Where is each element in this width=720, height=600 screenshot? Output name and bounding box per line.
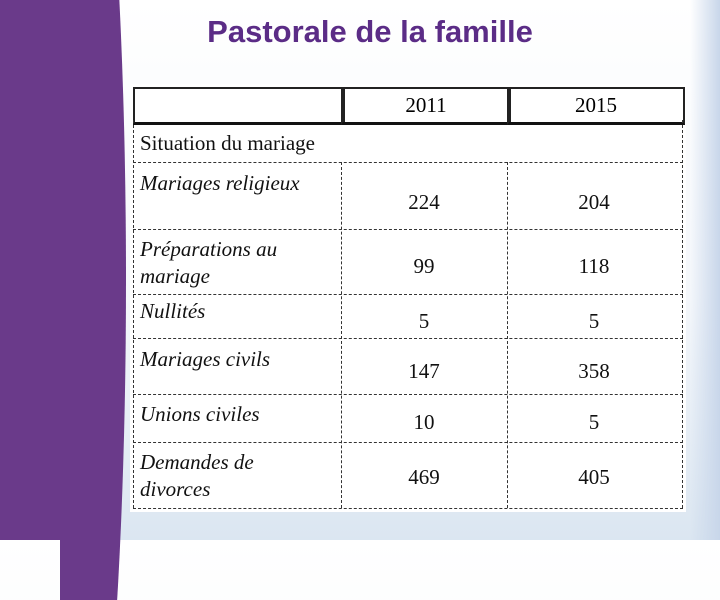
row-label: Nullités (140, 299, 206, 323)
cell-value: 118 (578, 254, 610, 278)
row-divider (133, 442, 683, 443)
cell-value: 224 (408, 190, 440, 214)
cell-value: 5 (588, 309, 600, 333)
row-label: Mariages religieux (140, 171, 300, 195)
column-divider (341, 162, 342, 508)
decorative-left-curve (60, 0, 126, 600)
row-label: Préparations au mariage (140, 237, 278, 288)
cell-value: 147 (408, 359, 440, 383)
row-label: Unions civiles (140, 402, 260, 426)
column-divider (507, 162, 508, 508)
row-label: Mariages civils (140, 347, 271, 371)
decorative-right-edge (690, 0, 720, 540)
column-divider (133, 120, 134, 508)
row-divider (133, 394, 683, 395)
column-header-2015: 2015 (507, 87, 685, 125)
row-label: Demandes de divorces (140, 450, 254, 501)
column-header-2011: 2011 (341, 87, 511, 125)
table-panel (130, 84, 686, 512)
section-label: Situation du mariage (140, 131, 315, 155)
cell-value: 469 (408, 465, 440, 489)
row-divider (133, 229, 683, 230)
cell-value: 358 (578, 359, 610, 383)
row-divider (133, 162, 683, 163)
page-title: Pastorale de la famille (207, 14, 533, 49)
row-divider (133, 294, 683, 295)
cell-value: 99 (413, 254, 435, 278)
row-divider (133, 508, 683, 509)
cell-value: 5 (588, 410, 600, 434)
column-divider (682, 120, 683, 508)
cell-value: 5 (418, 309, 430, 333)
cell-value: 204 (578, 190, 610, 214)
row-divider (133, 338, 683, 339)
table-header-empty-cell (133, 87, 345, 125)
cell-value: 405 (578, 465, 610, 489)
cell-value: 10 (413, 410, 435, 434)
